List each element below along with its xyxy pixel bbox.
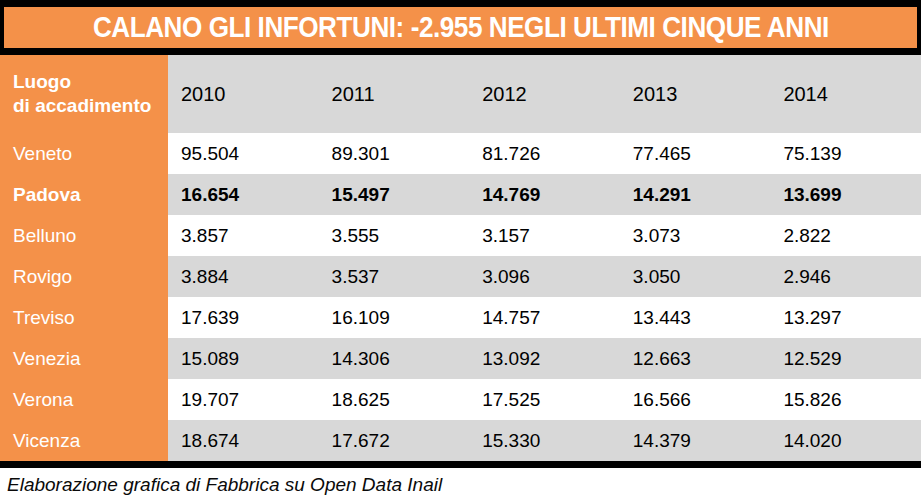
data-cell: 16.654: [168, 174, 319, 215]
row-label: Rovigo: [0, 256, 168, 297]
corner-label-line2: di accadimento: [13, 94, 151, 118]
data-cell: 14.769: [469, 174, 620, 215]
data-cell: 3.857: [168, 215, 319, 256]
year-header-2012: 2012: [469, 55, 620, 133]
infographic-frame: CALANO GLI INFORTUNI: -2.955 NEGLI ULTIM…: [0, 0, 921, 502]
data-cell: 95.504: [168, 133, 319, 174]
data-cell: 17.639: [168, 297, 319, 338]
data-cell: 3.884: [168, 256, 319, 297]
table-row: Vicenza18.67417.67215.33014.37914.020: [0, 420, 921, 461]
data-cell: 15.497: [319, 174, 470, 215]
table-row: Rovigo3.8843.5373.0963.0502.946: [0, 256, 921, 297]
table-row: Treviso17.63916.10914.75713.44313.297: [0, 297, 921, 338]
table-header-row: Luogo di accadimento 2010 2011 2012 2013…: [0, 55, 921, 133]
data-cell: 14.291: [620, 174, 771, 215]
data-cell: 19.707: [168, 379, 319, 420]
data-cell: 3.050: [620, 256, 771, 297]
data-cell: 13.699: [770, 174, 921, 215]
table-row: Padova16.65415.49714.76914.29113.699: [0, 174, 921, 215]
row-label: Treviso: [0, 297, 168, 338]
data-cell: 13.092: [469, 338, 620, 379]
data-cell: 18.625: [319, 379, 470, 420]
source-caption: Elaborazione grafica di Fabbrica su Open…: [0, 468, 921, 502]
data-cell: 17.525: [469, 379, 620, 420]
data-cell: 81.726: [469, 133, 620, 174]
data-cell: 3.096: [469, 256, 620, 297]
data-cell: 13.297: [770, 297, 921, 338]
data-cell: 13.443: [620, 297, 771, 338]
data-cell: 3.157: [469, 215, 620, 256]
table-row: Veneto95.50489.30181.72677.46575.139: [0, 133, 921, 174]
year-header-2010: 2010: [168, 55, 319, 133]
year-header-2013: 2013: [620, 55, 771, 133]
row-label: Venezia: [0, 338, 168, 379]
injuries-table: Luogo di accadimento 2010 2011 2012 2013…: [0, 55, 921, 461]
data-cell: 14.306: [319, 338, 470, 379]
data-cell: 2.822: [770, 215, 921, 256]
data-cell: 75.139: [770, 133, 921, 174]
footer-divider: [0, 461, 921, 468]
page-title: CALANO GLI INFORTUNI: -2.955 NEGLI ULTIM…: [93, 11, 829, 44]
data-cell: 14.020: [770, 420, 921, 461]
data-cell: 16.109: [319, 297, 470, 338]
data-cell: 14.379: [620, 420, 771, 461]
year-header-2011: 2011: [319, 55, 470, 133]
data-cell: 17.672: [319, 420, 470, 461]
data-cell: 16.566: [620, 379, 771, 420]
corner-header-cell: Luogo di accadimento: [0, 55, 168, 133]
row-label: Verona: [0, 379, 168, 420]
row-label: Vicenza: [0, 420, 168, 461]
title-bar: CALANO GLI INFORTUNI: -2.955 NEGLI ULTIM…: [0, 0, 921, 55]
row-label: Belluno: [0, 215, 168, 256]
data-cell: 12.663: [620, 338, 771, 379]
data-cell: 18.674: [168, 420, 319, 461]
row-label: Padova: [0, 174, 168, 215]
data-cell: 2.946: [770, 256, 921, 297]
data-cell: 12.529: [770, 338, 921, 379]
data-cell: 15.330: [469, 420, 620, 461]
data-cell: 3.555: [319, 215, 470, 256]
data-cell: 3.073: [620, 215, 771, 256]
data-cell: 77.465: [620, 133, 771, 174]
data-cell: 15.826: [770, 379, 921, 420]
table-row: Verona19.70718.62517.52516.56615.826: [0, 379, 921, 420]
row-label: Veneto: [0, 133, 168, 174]
corner-label-line1: Luogo: [13, 70, 71, 94]
data-cell: 3.537: [319, 256, 470, 297]
data-cell: 15.089: [168, 338, 319, 379]
table-row: Venezia15.08914.30613.09212.66312.529: [0, 338, 921, 379]
data-cell: 89.301: [319, 133, 470, 174]
table-row: Belluno3.8573.5553.1573.0732.822: [0, 215, 921, 256]
year-header-2014: 2014: [770, 55, 921, 133]
data-cell: 14.757: [469, 297, 620, 338]
table-rows: Veneto95.50489.30181.72677.46575.139Pado…: [0, 133, 921, 461]
